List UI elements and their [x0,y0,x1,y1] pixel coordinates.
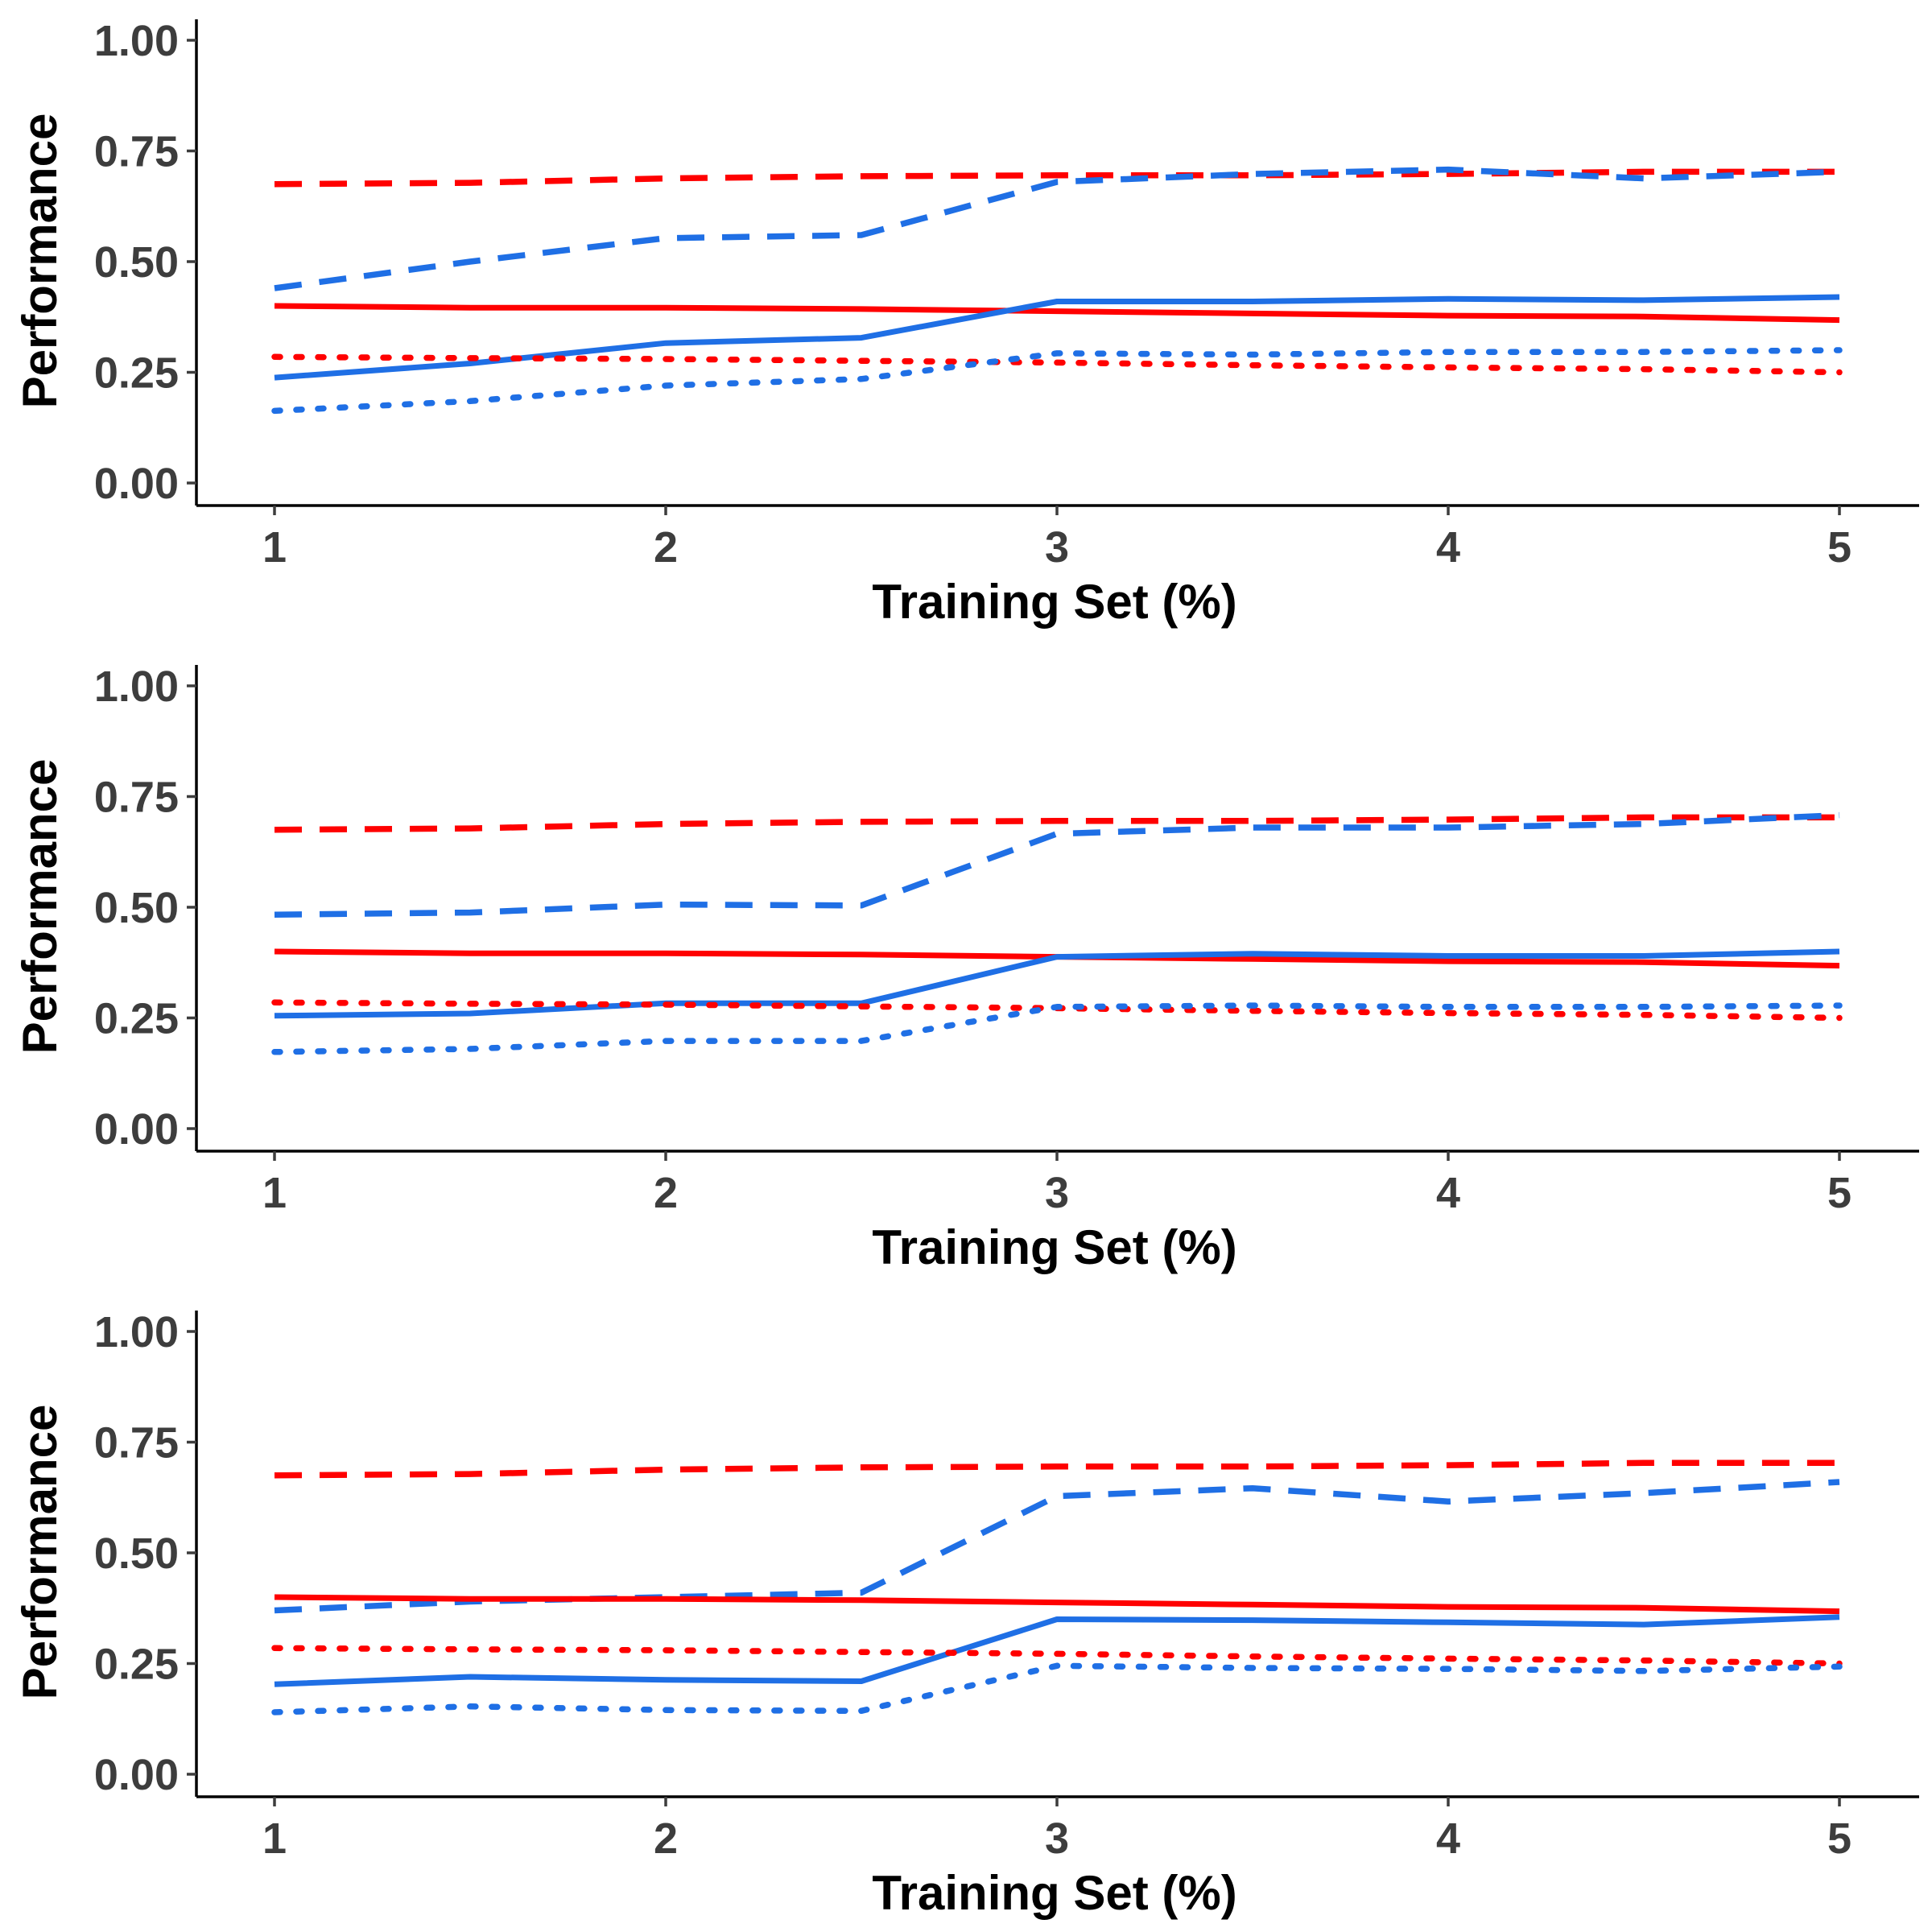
y-tick-label: 0.50 [94,884,179,932]
panel-3: 0.00 0.25 0.50 0.75 1.00 1 2 3 4 5 Training Set (%… [13,1308,1919,1920]
series-line-solid-red [274,1594,1840,1615]
x-tick-label: 4 [1436,1169,1460,1217]
y-tick-label: 0.00 [94,1751,179,1799]
x-tick-label: 5 [1827,523,1852,572]
x-tick-label: 1 [262,1169,287,1217]
y-tick-label: 0.50 [94,238,179,287]
panel-1: 0.00 0.25 0.50 0.75 1.00 1 2 3 4 5 Training Set (%… [13,17,1919,629]
series-line-dashed-red [274,168,1839,188]
y-tick-label: 1.00 [94,17,179,65]
x-axis-title: Training Set (%) [872,575,1236,629]
y-tick-label: 0.75 [94,128,179,176]
series-line-dashed-blue [274,1479,1840,1614]
series-line-solid-blue [274,948,1840,1019]
y-tick-label: 0.25 [94,995,179,1043]
x-tick-label: 4 [1436,523,1460,572]
y-tick-label: 0.00 [94,460,179,508]
x-tick-label: 3 [1045,523,1069,572]
x-axis-title: Training Set (%) [872,1220,1236,1274]
series-line-dotted-red [271,1645,1843,1667]
x-tick-label: 3 [1045,1814,1069,1863]
y-tick-label: 0.25 [94,1641,179,1689]
x-tick-label: 5 [1827,1169,1852,1217]
series-line-solid-blue [274,1614,1840,1687]
series-line-dashed-red [274,1459,1839,1479]
x-tick-label: 1 [262,1814,287,1863]
y-axis-title: Performance [13,759,67,1055]
series-line-dashed-blue [274,811,1840,919]
series-line-dotted-blue [271,1002,1843,1055]
series-line-dashed-red [274,814,1839,833]
x-tick-label: 1 [262,523,287,572]
x-tick-label: 4 [1436,1814,1460,1863]
panel-2: 0.00 0.25 0.50 0.75 1.00 1 2 3 4 5 Training Set (%… [13,663,1919,1274]
x-tick-label: 2 [654,523,678,572]
x-tick-label: 2 [654,1169,678,1217]
y-axis-title: Performance [13,1405,67,1700]
x-axis-title: Training Set (%) [872,1866,1236,1920]
y-tick-label: 0.00 [94,1105,179,1154]
y-tick-label: 1.00 [94,663,179,711]
series-line-dashed-blue [274,166,1840,291]
y-axis-title: Performance [13,114,67,409]
series-line-solid-red [274,303,1840,324]
x-tick-label: 2 [654,1814,678,1863]
series-line-dotted-blue [271,1662,1843,1715]
y-tick-label: 0.50 [94,1530,179,1578]
x-tick-label: 5 [1827,1814,1852,1863]
y-tick-label: 0.25 [94,349,179,398]
y-tick-label: 1.00 [94,1308,179,1356]
series-line-dotted-red [271,353,1843,376]
y-tick-label: 0.75 [94,774,179,822]
x-tick-label: 3 [1045,1169,1069,1217]
y-tick-label: 0.75 [94,1419,179,1468]
series-line-dotted-blue [271,347,1843,415]
